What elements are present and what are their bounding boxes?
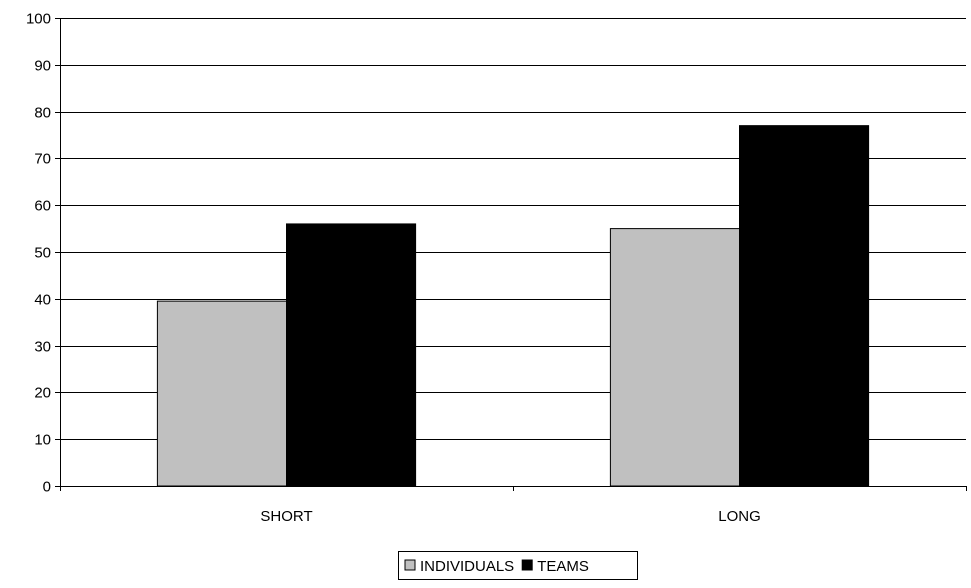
bar-teams-short — [286, 223, 417, 487]
legend-label-individuals: INDIVIDUALS — [420, 558, 514, 575]
bar-individuals-long — [609, 228, 741, 487]
tick-labels: 0 10 20 30 40 50 60 70 80 90 100 SHORT LONG — [26, 11, 761, 526]
y-tick-label: 30 — [34, 339, 51, 356]
legend-swatch-teams — [521, 559, 533, 571]
y-tick-label: 10 — [34, 432, 51, 449]
legend-swatch-individuals — [404, 559, 416, 571]
bar-teams-long — [739, 125, 870, 487]
y-tick-label: 70 — [34, 151, 51, 168]
bar-individuals-short — [156, 300, 287, 487]
bars — [156, 125, 870, 487]
y-tick-label: 80 — [34, 105, 51, 122]
y-tick-label: 90 — [34, 58, 51, 75]
y-tick-label: 20 — [34, 385, 51, 402]
x-category-label: LONG — [718, 508, 761, 525]
legend: INDIVIDUALS TEAMS — [398, 551, 638, 580]
y-tick-label: 60 — [34, 198, 51, 215]
y-tick-label: 0 — [43, 479, 51, 496]
y-tick-label: 40 — [34, 292, 51, 309]
x-category-label: SHORT — [260, 508, 312, 525]
legend-label-teams: TEAMS — [537, 558, 589, 575]
axes — [55, 18, 967, 491]
legend-box — [398, 551, 638, 580]
y-tick-label: 100 — [26, 11, 51, 28]
y-tick-label: 50 — [34, 245, 51, 262]
